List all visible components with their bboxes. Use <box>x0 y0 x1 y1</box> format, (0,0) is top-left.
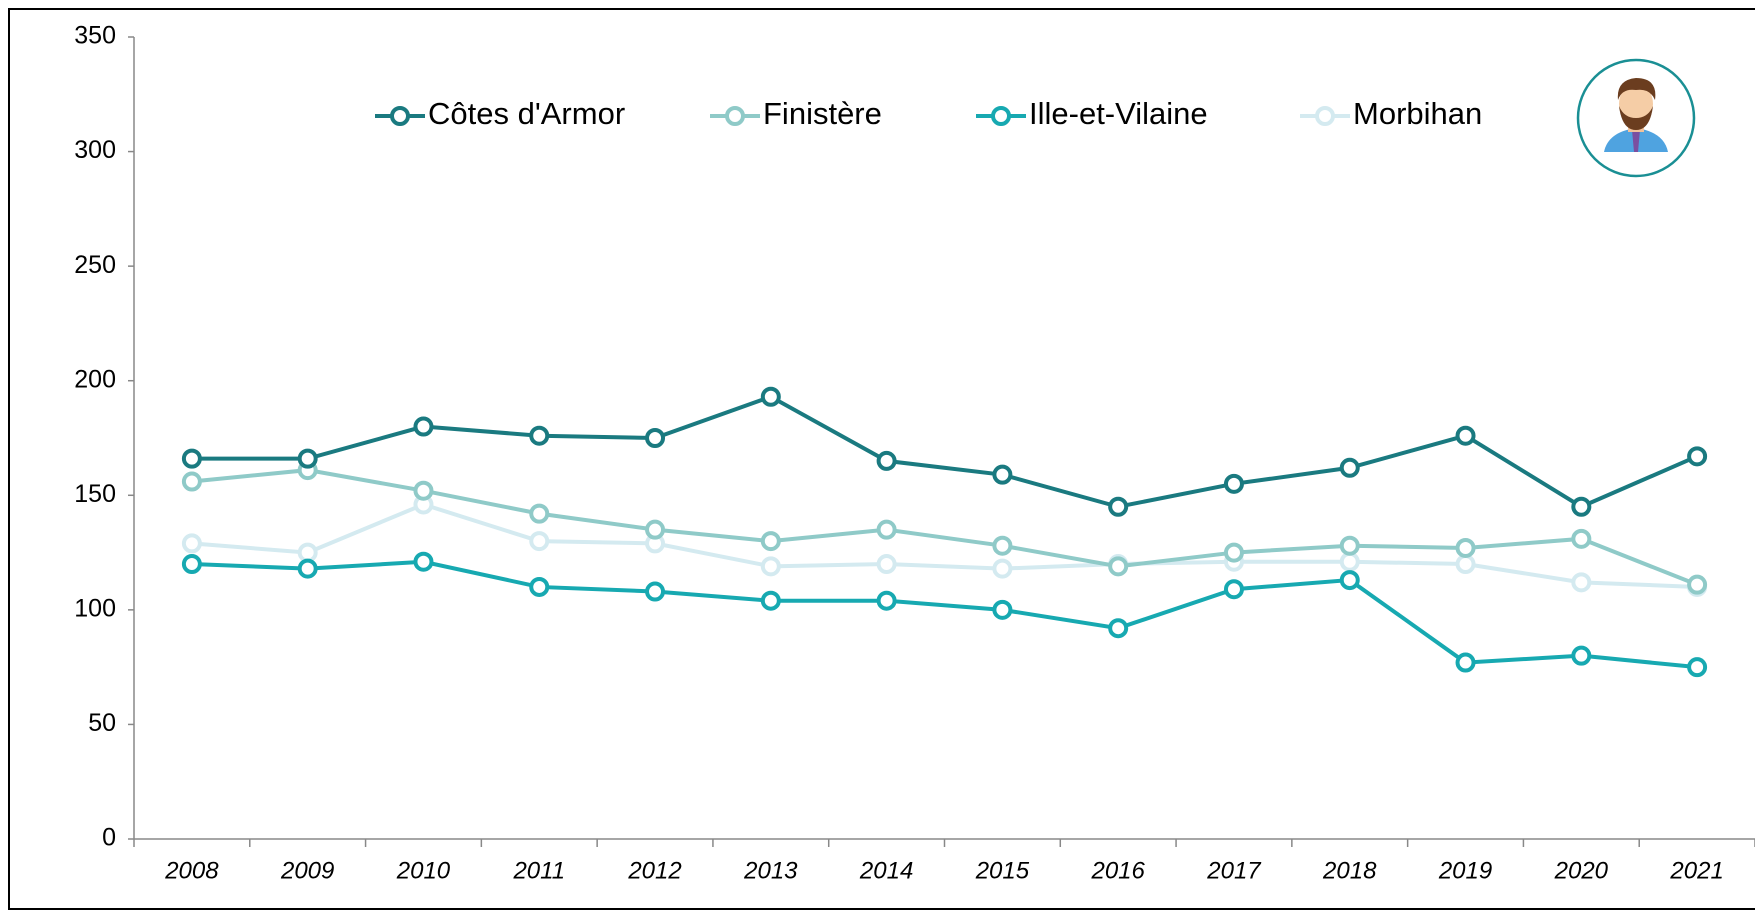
x-tick-label: 2012 <box>627 857 681 884</box>
data-point <box>184 535 200 551</box>
legend-label: Finistère <box>763 96 882 131</box>
data-point <box>1689 448 1705 464</box>
data-point <box>1573 648 1589 664</box>
data-point <box>1226 545 1242 561</box>
data-point <box>994 561 1010 577</box>
data-point <box>647 522 663 538</box>
avatar <box>1578 60 1694 176</box>
y-tick-label: 0 <box>102 824 116 852</box>
legend-marker <box>392 108 408 124</box>
legend-label: Ille-et-Vilaine <box>1029 96 1208 131</box>
y-tick-label: 150 <box>74 480 116 508</box>
x-tick-label: 2017 <box>1206 857 1262 884</box>
data-point <box>1458 540 1474 556</box>
y-tick-label: 50 <box>88 709 116 737</box>
data-point <box>1573 574 1589 590</box>
data-point <box>1458 556 1474 572</box>
data-point <box>1458 428 1474 444</box>
data-point <box>994 538 1010 554</box>
data-point <box>879 522 895 538</box>
x-tick-label: 2008 <box>164 857 219 884</box>
data-point <box>1342 460 1358 476</box>
legend-marker <box>727 108 743 124</box>
data-point <box>184 556 200 572</box>
x-tick-label: 2010 <box>396 857 451 884</box>
x-tick-label: 2020 <box>1554 857 1609 884</box>
y-tick-label: 100 <box>74 594 116 622</box>
data-point <box>415 419 431 435</box>
legend-marker <box>993 108 1009 124</box>
y-tick-label: 350 <box>74 22 116 50</box>
x-tick-label: 2013 <box>743 857 798 884</box>
legend-marker <box>1317 108 1333 124</box>
data-point <box>300 545 316 561</box>
data-point <box>531 533 547 549</box>
legend-label: Morbihan <box>1353 96 1482 131</box>
x-tick-label: 2011 <box>512 857 565 884</box>
data-point <box>1342 572 1358 588</box>
legend-label: Côtes d'Armor <box>428 96 625 131</box>
y-tick-label: 300 <box>74 136 116 164</box>
data-point <box>1226 581 1242 597</box>
x-tick-label: 2021 <box>1669 857 1723 884</box>
data-point <box>1342 538 1358 554</box>
data-point <box>1110 620 1126 636</box>
data-point <box>763 593 779 609</box>
data-point <box>1110 499 1126 515</box>
data-point <box>531 579 547 595</box>
data-point <box>994 602 1010 618</box>
data-point <box>763 533 779 549</box>
data-point <box>1573 499 1589 515</box>
data-point <box>1689 659 1705 675</box>
data-point <box>415 554 431 570</box>
y-tick-label: 250 <box>74 251 116 279</box>
x-tick-label: 2014 <box>859 857 913 884</box>
data-point <box>415 483 431 499</box>
data-point <box>763 389 779 405</box>
data-point <box>184 451 200 467</box>
data-point <box>300 451 316 467</box>
x-tick-label: 2009 <box>280 857 334 884</box>
data-point <box>647 584 663 600</box>
x-tick-label: 2016 <box>1090 857 1145 884</box>
data-point <box>1458 655 1474 671</box>
y-tick-label: 200 <box>74 365 116 393</box>
x-tick-label: 2019 <box>1438 857 1492 884</box>
data-point <box>763 558 779 574</box>
data-point <box>531 506 547 522</box>
data-point <box>300 561 316 577</box>
data-point <box>1689 577 1705 593</box>
data-point <box>647 430 663 446</box>
x-tick-label: 2018 <box>1322 857 1377 884</box>
data-point <box>1226 476 1242 492</box>
data-point <box>879 593 895 609</box>
data-point <box>879 556 895 572</box>
data-point <box>531 428 547 444</box>
data-point <box>184 474 200 490</box>
data-point <box>879 453 895 469</box>
data-point <box>1110 558 1126 574</box>
x-tick-label: 2015 <box>975 857 1030 884</box>
data-point <box>1342 554 1358 570</box>
chart: 0 50 100 150 200 250 300 350 2008 2009 2010 2011 201… <box>0 0 1755 911</box>
data-point <box>1573 531 1589 547</box>
data-point <box>994 467 1010 483</box>
